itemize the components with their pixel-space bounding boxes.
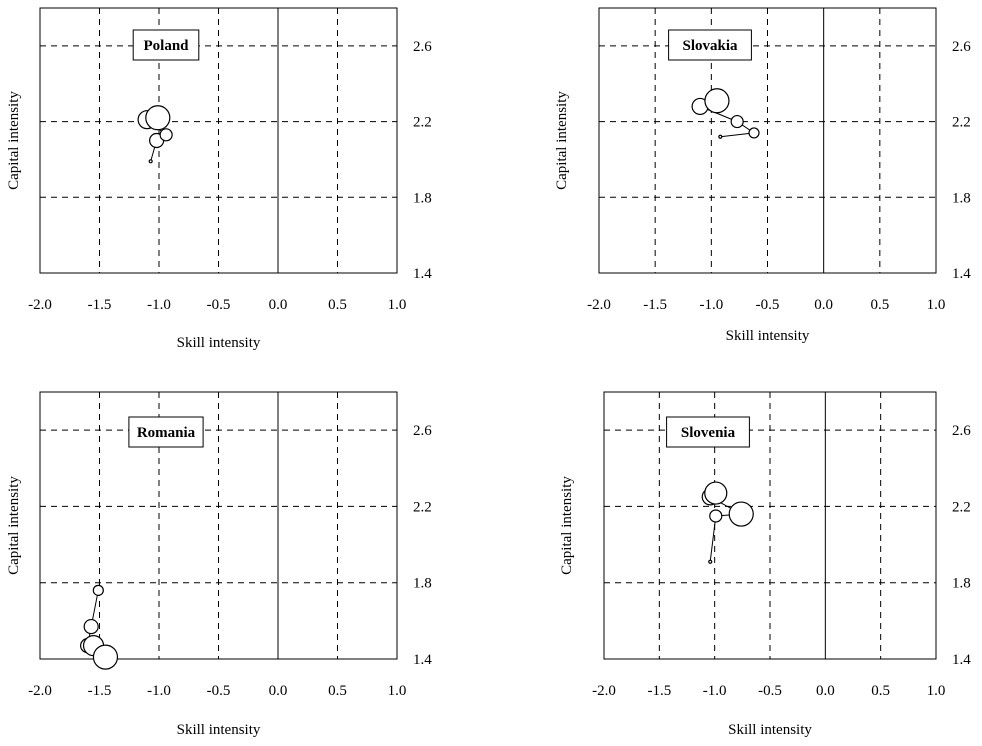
- y-tick-label: 1.4: [952, 652, 971, 668]
- y-tick-label: 1.8: [952, 576, 971, 592]
- data-point: [704, 481, 728, 505]
- title-box: [132, 29, 200, 61]
- y-tick-label: 2.2: [413, 115, 432, 131]
- data-point: [704, 88, 730, 114]
- x-tick-label: -1.5: [88, 297, 112, 313]
- data-point: [708, 559, 713, 564]
- x-tick-label: 0.5: [328, 297, 347, 313]
- title-box: [666, 416, 750, 448]
- data-point: [159, 128, 173, 142]
- x-axis-label: Skill intensity: [726, 328, 810, 344]
- x-tick-label: 0.0: [814, 297, 833, 313]
- y-tick-label: 1.4: [413, 652, 432, 668]
- y-tick-label: 2.6: [952, 39, 971, 55]
- x-tick-label: -0.5: [207, 683, 231, 699]
- x-tick-label: -1.0: [147, 683, 171, 699]
- chart-title: Slovenia: [681, 425, 736, 441]
- y-axis-label: Capital intensity: [6, 91, 22, 190]
- x-tick-label: -2.0: [592, 683, 616, 699]
- chart-title: Poland: [143, 38, 189, 54]
- data-point: [728, 501, 754, 527]
- data-point: [92, 644, 119, 670]
- panel-romania: -2.0 -1.5 -1.0 -0.5 0.0 0.5 1.0 1.4 1.8 2.2 2.6 Ski…: [6, 391, 432, 738]
- x-tick-label: -2.0: [28, 297, 52, 313]
- x-tick-label: 1.0: [927, 683, 946, 699]
- x-tick-label: 1.0: [927, 297, 946, 313]
- x-axis-label: Skill intensity: [177, 722, 261, 738]
- data-point: [83, 618, 99, 635]
- data-point: [730, 114, 744, 129]
- y-tick-label: 1.8: [413, 190, 432, 206]
- y-axis-label: Capital intensity: [554, 91, 570, 190]
- x-tick-label: -1.0: [699, 297, 723, 313]
- y-tick-label: 2.2: [413, 499, 432, 515]
- y-axis-label: Capital intensity: [559, 476, 575, 575]
- panel-slovenia: -2.0 -1.5 -1.0 -0.5 0.0 0.5 1.0 1.4 1.8 2.2 2.6 Ski…: [559, 391, 971, 738]
- data-point: [148, 159, 153, 164]
- x-tick-label: -1.5: [647, 683, 671, 699]
- y-tick-label: 2.2: [952, 115, 971, 131]
- chart-title: Romania: [137, 425, 196, 441]
- data-point: [145, 105, 171, 131]
- chart-title: Slovakia: [682, 38, 738, 54]
- y-tick-label: 1.8: [413, 576, 432, 592]
- x-axis-label: Skill intensity: [728, 722, 812, 738]
- x-tick-label: 0.0: [269, 297, 288, 313]
- x-tick-label: -2.0: [587, 297, 611, 313]
- x-tick-label: 1.0: [388, 683, 407, 699]
- x-tick-label: 0.0: [269, 683, 288, 699]
- x-tick-label: -2.0: [28, 683, 52, 699]
- title-box: [128, 416, 204, 448]
- x-tick-label: -1.5: [88, 683, 112, 699]
- x-tick-label: -1.5: [643, 297, 667, 313]
- panel-poland: -2.0 -1.5 -1.0 -0.5 0.0 0.5 1.0 1.4 1.8 2.2 2.6 Ski…: [6, 7, 432, 351]
- panel-slovakia: -2.0 -1.5 -1.0 -0.5 0.0 0.5 1.0 1.4 1.8 2.2 2.6 Ski…: [554, 7, 971, 344]
- data-point: [748, 127, 760, 139]
- x-axis-label: Skill intensity: [177, 335, 261, 351]
- x-tick-label: 1.0: [388, 297, 407, 313]
- x-tick-label: 0.5: [871, 683, 890, 699]
- y-axis-label: Capital intensity: [6, 476, 22, 575]
- x-tick-label: -0.5: [758, 683, 782, 699]
- y-tick-label: 1.4: [952, 266, 971, 282]
- data-point: [709, 509, 723, 523]
- x-tick-label: -1.0: [703, 683, 727, 699]
- x-tick-label: -1.0: [147, 297, 171, 313]
- y-tick-label: 2.6: [413, 39, 432, 55]
- x-tick-label: 0.5: [870, 297, 889, 313]
- title-box: [668, 29, 752, 61]
- data-point: [92, 584, 104, 596]
- x-tick-label: -0.5: [756, 297, 780, 313]
- data-point: [718, 134, 723, 139]
- y-tick-label: 1.8: [952, 190, 971, 206]
- x-tick-label: 0.5: [328, 683, 347, 699]
- x-tick-label: -0.5: [207, 297, 231, 313]
- y-tick-label: 2.6: [413, 423, 432, 439]
- y-tick-label: 1.4: [413, 266, 432, 282]
- x-tick-label: 0.0: [816, 683, 835, 699]
- y-tick-label: 2.2: [952, 499, 971, 515]
- y-tick-label: 2.6: [952, 423, 971, 439]
